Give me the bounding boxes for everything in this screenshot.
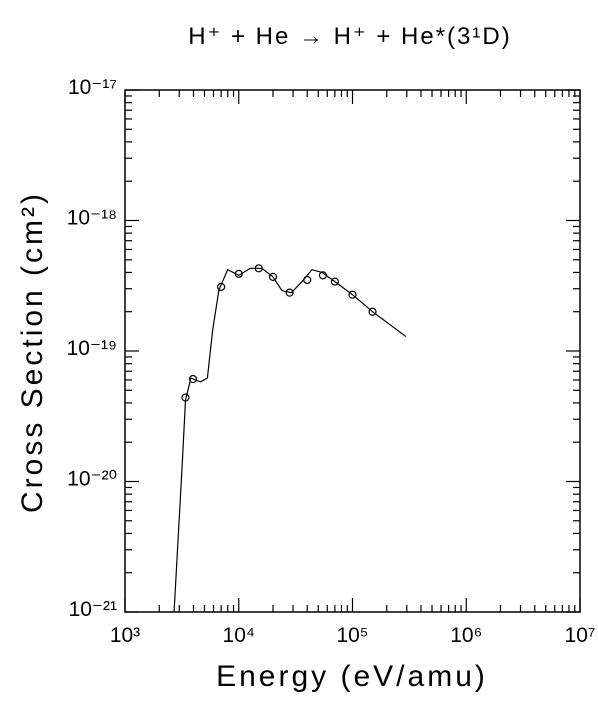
y-tick-label: 10⁻¹⁹ <box>67 337 117 360</box>
y-tick-label: 10⁻²¹ <box>69 598 117 621</box>
y-tick-label: 10⁻¹⁷ <box>68 76 117 99</box>
data-point <box>217 282 226 291</box>
x-tick-label: 10³ <box>110 624 140 647</box>
x-tick-label: 10⁷ <box>565 624 596 647</box>
data-point <box>268 272 278 281</box>
x-tick-label: 10⁶ <box>450 624 482 647</box>
data-point <box>348 290 357 299</box>
data-line <box>173 267 407 613</box>
y-tick-label: 10⁻²⁰ <box>67 468 117 491</box>
plot-frame <box>124 89 581 613</box>
x-tick-label: 10⁴ <box>223 624 255 647</box>
y-tick-label: 10⁻¹⁸ <box>67 207 117 230</box>
x-tick-label: 10⁵ <box>336 624 368 647</box>
data-point <box>254 264 263 273</box>
data-point <box>181 393 190 402</box>
data-point <box>234 269 243 278</box>
data-point <box>303 275 312 285</box>
data-point <box>285 288 294 297</box>
chart-title: H⁺ + He → H⁺ + He*(3¹D) <box>188 23 511 50</box>
data-point <box>368 307 377 316</box>
data-point <box>318 271 328 280</box>
x-axis-label: Energy (eV/amu) <box>216 660 488 693</box>
data-point <box>188 374 198 384</box>
data-point <box>330 277 339 286</box>
y-axis-label: Cross Section (cm²) <box>16 191 49 513</box>
